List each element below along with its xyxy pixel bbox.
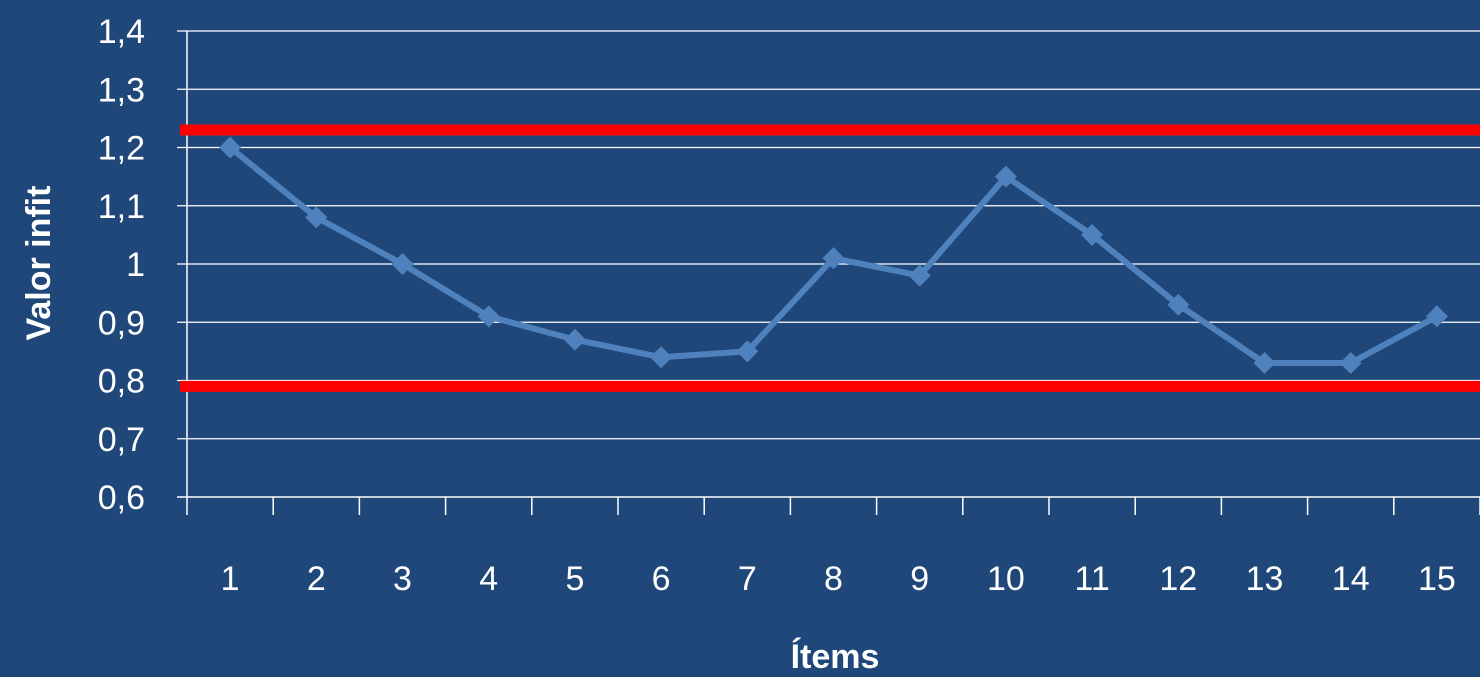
data-point — [736, 340, 759, 363]
x-tick-label: 12 — [1159, 560, 1197, 598]
x-tick-label: 10 — [987, 560, 1025, 598]
y-axis-title: Valor infit — [20, 186, 58, 341]
data-point — [650, 346, 673, 369]
data-point — [1253, 352, 1276, 375]
x-tick-label: 11 — [1074, 560, 1109, 598]
y-tick-label: 0,9 — [98, 304, 145, 342]
y-tick-label: 1,4 — [98, 13, 145, 51]
data-point — [822, 247, 845, 270]
data-point — [305, 206, 328, 229]
axes — [177, 31, 1480, 515]
x-tick-label: 13 — [1246, 560, 1284, 598]
data-point — [908, 264, 931, 287]
y-tick-label: 1,2 — [98, 130, 145, 168]
x-tick-label: 9 — [910, 560, 929, 598]
y-tick-label: 0,6 — [98, 479, 145, 517]
data-point — [563, 328, 586, 351]
data-point — [219, 136, 242, 159]
data-point — [1339, 352, 1362, 375]
reference-lines — [180, 124, 1480, 392]
x-tick-label: 15 — [1418, 560, 1456, 598]
x-tick-label: 6 — [652, 560, 671, 598]
y-tick-label: 1,3 — [98, 71, 145, 109]
series-layer — [219, 136, 1448, 375]
x-tick-label: 5 — [565, 560, 584, 598]
x-tick-label: 2 — [307, 560, 326, 598]
x-tick-label: 1 — [221, 560, 240, 598]
gridlines — [177, 30, 1480, 440]
data-point — [391, 253, 414, 275]
x-tick-labels: 1 2 3 4 5 6 7 8 9 10 11 12 13 14 15 — [221, 560, 1456, 598]
data-point — [477, 305, 500, 328]
data-point — [1081, 223, 1104, 246]
y-tick-label: 0,7 — [98, 421, 145, 459]
data-point — [994, 165, 1017, 188]
y-tick-labels: 0,6 0,7 0,8 0,9 1 1,1 1,2 1,3 1,4 — [98, 13, 145, 517]
x-tick-label: 14 — [1332, 560, 1370, 598]
x-tick-label: 3 — [393, 560, 412, 598]
y-tick-label: 1 — [126, 246, 145, 284]
y-tick-label: 0,8 — [98, 363, 145, 401]
x-tick-label: 4 — [479, 560, 498, 598]
x-axis-title: Ítems — [791, 638, 880, 676]
data-point — [1167, 293, 1190, 316]
x-tick-label: 7 — [738, 560, 757, 598]
data-point — [1425, 305, 1448, 328]
y-tick-label: 1,1 — [98, 188, 145, 226]
x-tick-label: 8 — [824, 560, 843, 598]
